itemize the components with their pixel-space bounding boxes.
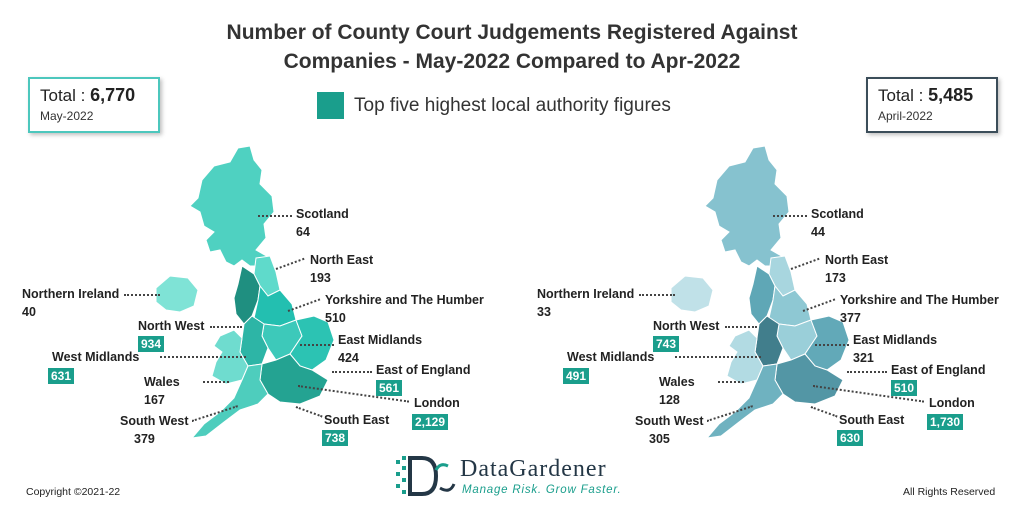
leader-line: [815, 344, 849, 346]
value-scotland: 44: [811, 225, 825, 239]
total-period: May-2022: [40, 109, 94, 123]
leader-line: [124, 294, 160, 296]
leader-line: [639, 294, 675, 296]
uk-map-may: [155, 145, 335, 439]
value-east-of-england: 561: [376, 380, 403, 396]
value-east-of-england: 510: [891, 380, 918, 396]
title-line-2: Companies - May-2022 Compared to Apr-202…: [283, 50, 741, 73]
leader-line: [718, 381, 744, 383]
label-london: London: [929, 396, 975, 410]
total-label: Total :: [40, 86, 91, 105]
total-value: 6,770: [90, 85, 136, 105]
uk-map-april: [670, 145, 850, 439]
value-london: 1,730: [927, 414, 964, 430]
total-label: Total :: [878, 86, 929, 105]
logo-mark-icon: [396, 456, 456, 496]
region-east-of-england: [804, 315, 850, 371]
label-west-midlands: West Midlands: [52, 350, 140, 364]
label-wales: Wales: [144, 375, 180, 389]
leader-line: [332, 371, 372, 373]
value-north-east: 193: [310, 271, 331, 285]
total-box-may: Total : 6,770 May-2022: [28, 77, 160, 133]
region-northern-ireland: [155, 275, 199, 313]
region-yorkshire: [253, 284, 297, 327]
value-north-west: 934: [138, 336, 165, 352]
label-south-east: South East: [324, 413, 390, 427]
total-period: April-2022: [878, 109, 933, 123]
total-box-april: Total : 5,485 April-2022: [866, 77, 998, 133]
leader-line: [160, 356, 246, 358]
value-yorkshire: 510: [325, 311, 346, 325]
value-south-west: 379: [134, 432, 155, 446]
region-south-west: [705, 363, 784, 439]
value-north-east: 173: [825, 271, 846, 285]
label-north-west: North West: [653, 319, 720, 333]
value-south-west: 305: [649, 432, 670, 446]
value-south-east: 738: [322, 430, 349, 446]
value-north-west: 743: [653, 336, 680, 352]
label-south-west: South West: [635, 414, 704, 428]
total-value: 5,485: [928, 85, 974, 105]
label-east-midlands: East Midlands: [338, 333, 423, 347]
logo-brand: DataGardener: [460, 456, 607, 482]
rights-text: All Rights Reserved: [903, 486, 996, 498]
label-east-of-england: East of England: [891, 363, 986, 377]
leader-line: [725, 326, 757, 328]
value-west-midlands: 491: [563, 368, 590, 384]
logo-tagline: Manage Risk. Grow Faster.: [462, 484, 622, 496]
label-london: London: [414, 396, 460, 410]
value-london: 2,129: [412, 414, 449, 430]
value-wales: 167: [144, 393, 165, 407]
value-east-midlands: 321: [853, 351, 874, 365]
region-south-west: [190, 363, 269, 439]
label-east-of-england: East of England: [376, 363, 471, 377]
value-east-midlands: 424: [338, 351, 359, 365]
copyright-text: Copyright ©2021-22: [26, 486, 121, 498]
label-east-midlands: East Midlands: [853, 333, 938, 347]
leader-line: [773, 215, 807, 217]
label-north-west: North West: [138, 319, 205, 333]
region-yorkshire: [768, 284, 812, 327]
region-northern-ireland: [670, 275, 714, 313]
legend-label: Top five highest local authority figures: [354, 94, 671, 116]
leader-line: [675, 356, 761, 358]
label-south-west: South West: [120, 414, 189, 428]
region-east-of-england: [289, 315, 335, 371]
value-west-midlands: 631: [48, 368, 75, 384]
value-scotland: 64: [296, 225, 310, 239]
value-wales: 128: [659, 393, 680, 407]
leader-line: [210, 326, 242, 328]
label-north-east: North East: [825, 253, 889, 267]
region-scotland: [704, 145, 790, 267]
leader-line: [847, 371, 887, 373]
value-northern-ireland: 33: [537, 305, 551, 319]
legend: Top five highest local authority figures: [317, 92, 671, 119]
leader-line: [203, 381, 229, 383]
leader-line: [258, 215, 292, 217]
label-south-east: South East: [839, 413, 905, 427]
label-yorkshire: Yorkshire and The Humber: [325, 293, 484, 307]
label-northern-ireland: Northern Ireland: [537, 287, 635, 301]
label-north-east: North East: [310, 253, 374, 267]
label-wales: Wales: [659, 375, 695, 389]
leader-line: [300, 344, 334, 346]
legend-swatch: [317, 92, 344, 119]
label-northern-ireland: Northern Ireland: [22, 287, 120, 301]
datagardener-logo: DataGardener Manage Risk. Grow Faster.: [396, 454, 636, 500]
label-scotland: Scotland: [296, 207, 349, 221]
value-yorkshire: 377: [840, 311, 861, 325]
label-scotland: Scotland: [811, 207, 864, 221]
title-line-1: Number of County Court Judgements Regist…: [226, 21, 798, 44]
region-scotland: [189, 145, 275, 267]
label-west-midlands: West Midlands: [567, 350, 655, 364]
value-northern-ireland: 40: [22, 305, 36, 319]
label-yorkshire: Yorkshire and The Humber: [840, 293, 999, 307]
chart-title: Number of County Court Judgements Regist…: [112, 18, 912, 76]
value-south-east: 630: [837, 430, 864, 446]
